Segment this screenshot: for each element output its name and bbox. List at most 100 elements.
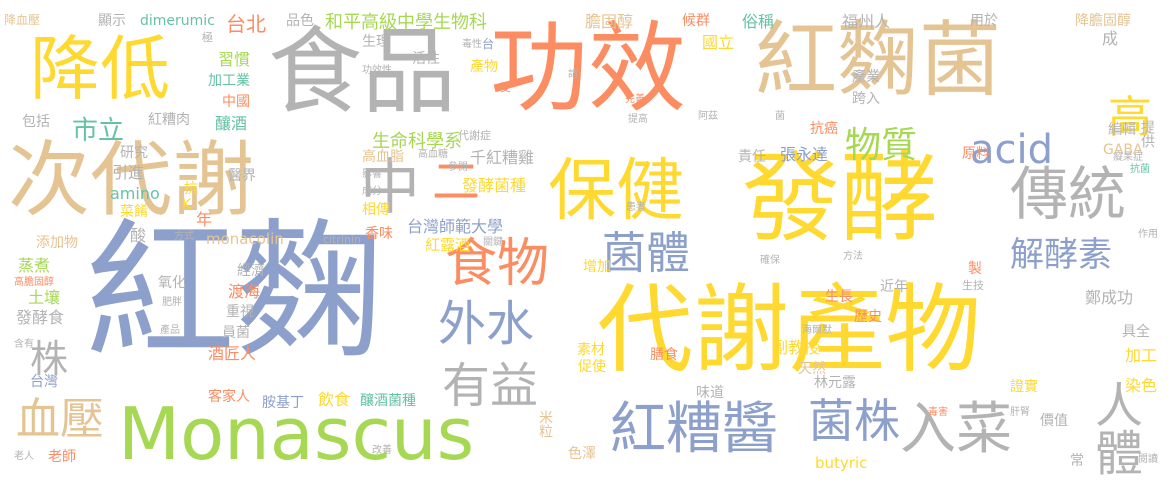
word-taipei: 台北	[226, 12, 266, 36]
word-refer: 參閱	[448, 162, 468, 173]
word-elderly: 老人	[14, 451, 34, 462]
word-color: 色澤	[568, 446, 596, 462]
word-wine-artisan: 酒匠人	[208, 344, 257, 363]
word-method: 方法	[843, 251, 863, 262]
word-fuzhou-people: 福州人	[842, 12, 891, 31]
word-brewing-strain: 釀酒菌種	[360, 393, 416, 409]
word-receive: 受	[500, 81, 511, 94]
word-teacher: 老師	[48, 449, 76, 465]
word-acid-char: 酸	[130, 226, 147, 245]
word-red-yeast-rice: 紅麴	[85, 206, 386, 380]
word-monascus-fungus: 紅麴菌	[755, 13, 1002, 108]
word-hakka: 客家人	[208, 389, 250, 405]
word-confirm: 證實	[1010, 379, 1038, 395]
word-rice-grain: 米粒	[537, 410, 553, 438]
word-lower-bp: 降血壓	[4, 13, 41, 27]
word-enzyme: 解酵素	[1010, 235, 1112, 275]
word-dietary: 膳食	[650, 347, 678, 363]
word-key: 關鍵	[483, 237, 503, 248]
word-national: 國立	[702, 33, 735, 52]
word-contain: 含有	[14, 339, 34, 350]
word-steam: 蒸煮	[18, 256, 51, 275]
word-taste: 味道	[696, 385, 724, 401]
word-cross-sea: 渡海	[228, 282, 261, 301]
word-stock: 株	[30, 337, 69, 381]
word-value: 價值	[1040, 413, 1068, 429]
word-improve: 改善	[372, 445, 392, 456]
word-raw-material: 原料	[962, 146, 990, 162]
word-high: 高	[1108, 92, 1152, 143]
word-dishes: 菜餚	[120, 204, 148, 220]
word-activity: 活性	[412, 51, 440, 67]
word-natural: 天然	[798, 361, 826, 377]
word-ntnu: 台灣師範大學	[407, 217, 504, 236]
word-substance: 物質	[845, 125, 918, 166]
word-liver-kidney: 肝腎	[1010, 407, 1030, 418]
word-lower-cholesterol: 降膽固醇	[1075, 13, 1131, 29]
word-raise: 提高	[628, 114, 648, 125]
word-municipal: 市立	[72, 116, 125, 146]
word-legend: 相傳	[362, 202, 390, 218]
word-metabolites: 代謝產物	[597, 274, 981, 386]
word-human-body: 人體	[1086, 380, 1142, 476]
word-reduce: 降低	[30, 28, 170, 110]
word-acid: acid	[970, 127, 1054, 173]
word-introduce: 引進	[112, 163, 145, 182]
word-fungus: 菌	[775, 111, 785, 122]
word-complete: 具全	[1122, 324, 1150, 340]
word-ensure: 確保	[760, 255, 780, 266]
word-history: 歷史	[854, 309, 882, 325]
word-health: 保健	[548, 152, 685, 231]
word-medical: 醫界	[228, 168, 256, 184]
word-dementia: 癡呆症	[1113, 152, 1143, 163]
word-functionality: 功效性	[362, 65, 392, 76]
word-cooking: 入菜	[900, 397, 1012, 462]
word-beneficial: 有益	[442, 358, 539, 414]
word-year: 年	[196, 210, 213, 229]
word-citrinin: citrinin	[323, 233, 361, 246]
word-gaba: GABA	[1103, 142, 1143, 158]
word-fermenting-strain: 發酵菌種	[462, 176, 527, 195]
word-brewing: 釀酒	[215, 114, 248, 133]
word-commonly-called: 俗稱	[742, 12, 775, 31]
word-research: 研究	[120, 145, 148, 161]
word-red-dew-wine: 紅露酒	[425, 236, 471, 254]
word-responsibility: 責任	[738, 149, 766, 165]
word-outside-water: 外水	[438, 296, 535, 352]
word-blood-pressure: 血壓	[16, 394, 104, 445]
word-extreme: 極	[202, 31, 213, 44]
word-economy: 經濟	[237, 263, 265, 279]
word-food: 食品	[268, 18, 457, 127]
word-fermentation: 發酵	[742, 142, 939, 256]
word-used-for: 用於	[970, 13, 998, 29]
word-recent-years: 近年	[880, 279, 908, 295]
word-product: 產物	[470, 59, 498, 75]
word-product-color: 品色	[286, 13, 314, 29]
word-component: 成分	[362, 186, 382, 197]
word-patient: 患者	[626, 202, 646, 213]
word-k: K	[182, 197, 192, 213]
word-toxic: 毒害	[928, 407, 948, 418]
word-ingredient: 素材	[577, 342, 605, 358]
word-growth: 生長	[825, 289, 853, 305]
word-industry: 產業	[852, 69, 880, 85]
word-mycelium: 菌體	[602, 228, 690, 279]
word-influence: 影響	[362, 169, 382, 180]
word-additive: 添加物	[36, 235, 78, 251]
word-products: 產品	[160, 325, 180, 336]
word-edit: 編輯	[1108, 122, 1136, 138]
word-please: 請	[568, 69, 578, 80]
word-syndrome: 候群	[682, 13, 710, 29]
word-taiwan: 台灣	[30, 374, 58, 390]
word-often: 常	[1070, 453, 1084, 469]
word-staff: 員菌	[222, 325, 250, 341]
word-make: 製	[968, 261, 982, 277]
word-haimer: 海爾默	[802, 325, 832, 336]
word-provide: 提供	[1139, 120, 1155, 148]
word-secondary-metabolism: 次代謝	[8, 133, 255, 228]
word-biotech: 生技	[962, 279, 984, 292]
word-soil: 土壤	[28, 288, 61, 307]
word-toxicity: 毒性	[462, 39, 482, 50]
word-diet: 飲食	[318, 390, 351, 409]
word-tai: 台	[482, 37, 495, 51]
